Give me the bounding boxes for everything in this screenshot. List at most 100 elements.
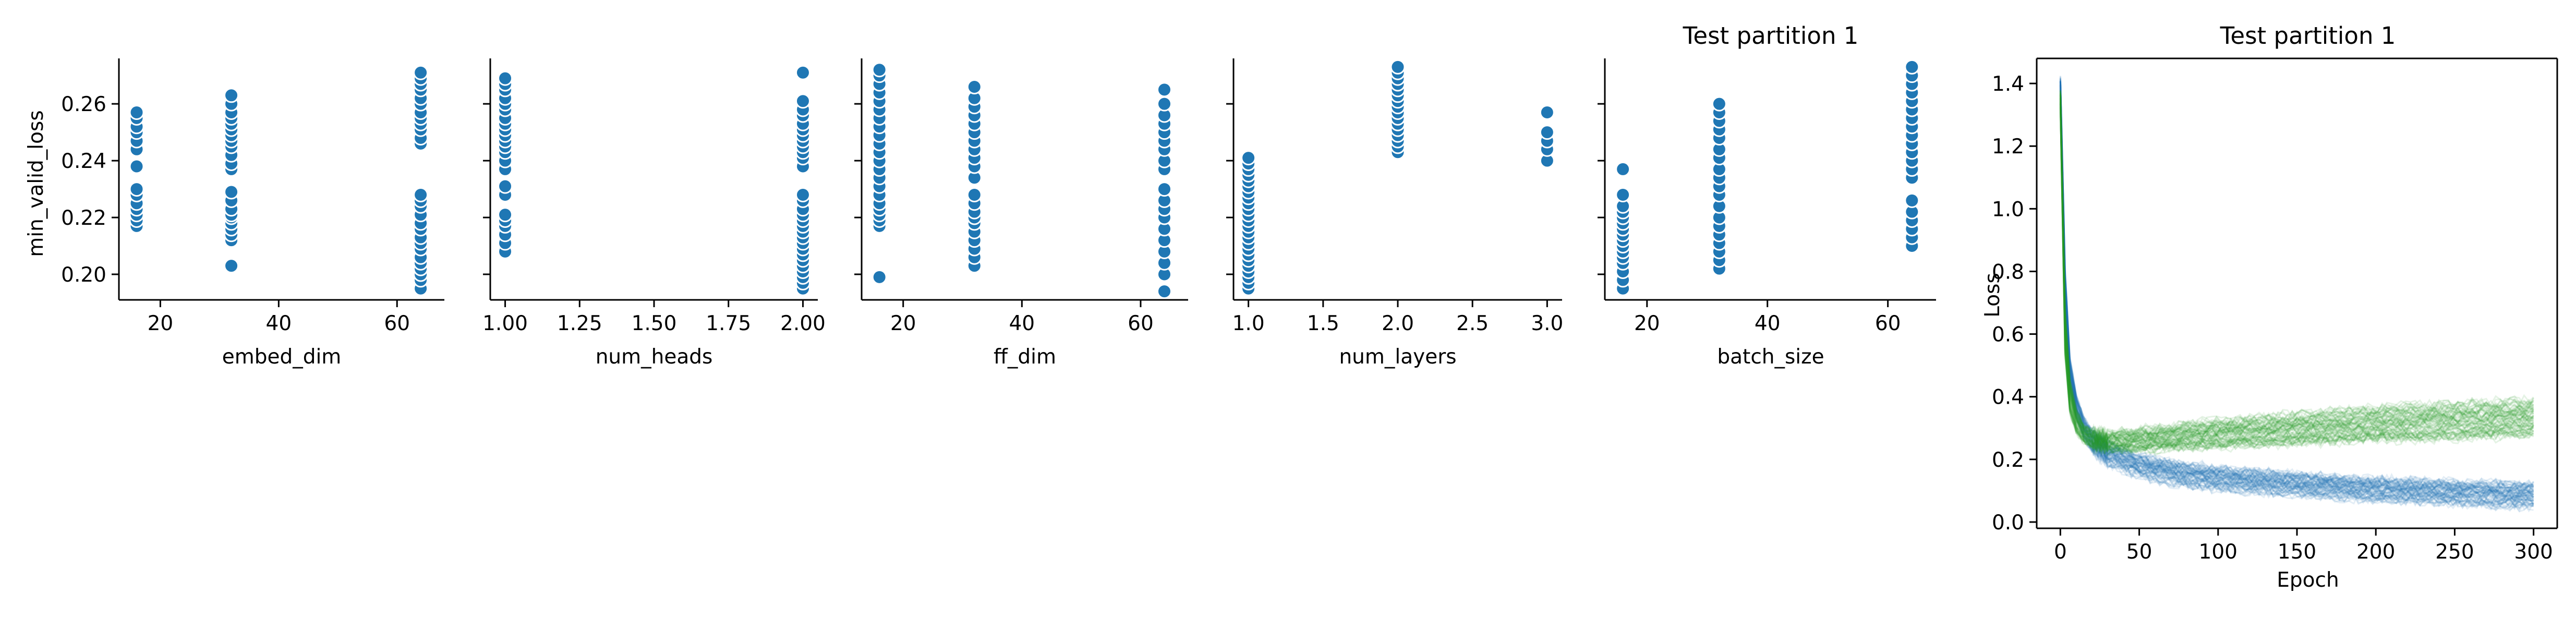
green-loss-run <box>2059 95 2534 443</box>
panel-2: 1.00 1.25 1.50 1.75 2.00 <box>482 58 826 335</box>
blue-loss-run <box>2059 85 2534 508</box>
x-tick-label: 150 <box>2278 540 2316 564</box>
x-tick-label: 300 <box>2514 540 2553 564</box>
green-loss-run <box>2059 99 2534 446</box>
blue-loss-run <box>2059 81 2534 494</box>
scatter-point <box>498 70 513 86</box>
panel-6-title: Test partition 1 <box>2220 22 2396 50</box>
green-loss-run <box>2059 106 2534 452</box>
scatter-point <box>966 187 982 202</box>
panel-3: 20 40 60 <box>854 58 1188 335</box>
green-loss-run <box>2059 104 2534 453</box>
blue-loss-run <box>2059 82 2534 500</box>
blue-loss-run <box>2059 87 2534 507</box>
scatter-point <box>1156 96 1172 112</box>
blue-loss-run <box>2059 81 2534 492</box>
blue-loss-run <box>2059 84 2534 502</box>
green-loss-run <box>2059 102 2534 452</box>
green-loss-run <box>2059 92 2534 442</box>
blue-loss-run <box>2059 79 2534 493</box>
scatter-point <box>1156 284 1172 299</box>
y-tick-label: 0.4 <box>1992 386 2024 409</box>
x-tick-label: 20 <box>1634 312 1660 335</box>
green-loss-run <box>2059 94 2534 440</box>
blue-loss-run <box>2059 78 2534 491</box>
panel-1: 20 40 60 0.20 0.22 0.24 0.26 <box>61 58 444 335</box>
green-loss-run <box>2059 95 2534 445</box>
scatter-point <box>1390 59 1406 75</box>
green-loss-run <box>2059 101 2534 453</box>
x-tick-label: 3.0 <box>1531 312 1563 335</box>
scatter-point <box>795 65 811 80</box>
panel-1-xlabel: embed_dim <box>222 345 342 369</box>
blue-loss-run <box>2059 89 2534 513</box>
green-loss-run <box>2059 107 2534 454</box>
scatter-point <box>966 79 982 94</box>
scatter-point <box>1539 125 1555 140</box>
green-loss-run <box>2059 93 2534 443</box>
panel-6-ylabel: Loss <box>1981 273 2004 318</box>
blue-loss-run <box>2059 87 2534 510</box>
green-loss-run <box>2059 108 2534 456</box>
panel-5-xlabel: batch_size <box>1717 345 1824 369</box>
blue-loss-run <box>2059 85 2534 506</box>
blue-loss-run <box>2059 76 2534 492</box>
blue-loss-run <box>2059 84 2534 503</box>
blue-loss-run <box>2059 86 2534 510</box>
green-loss-run <box>2059 96 2534 445</box>
green-loss-run <box>2059 95 2534 443</box>
y-tick-label: 1.0 <box>1992 198 2024 221</box>
scatter-point <box>1711 96 1727 112</box>
green-loss-run <box>2059 107 2534 455</box>
green-loss-run <box>2059 100 2534 449</box>
blue-loss-run <box>2059 83 2534 501</box>
x-tick-label: 40 <box>1009 312 1035 335</box>
green-loss-run <box>2059 99 2534 448</box>
green-loss-run <box>2059 93 2534 444</box>
green-loss-run <box>2059 102 2534 451</box>
blue-loss-run <box>2059 88 2534 507</box>
green-loss-run <box>2059 93 2534 442</box>
panel-2-xlabel: num_heads <box>596 345 713 369</box>
scatter-point <box>872 269 887 285</box>
blue-loss-run <box>2059 83 2534 495</box>
x-tick-label: 40 <box>266 312 292 335</box>
green-loss-run <box>2059 106 2534 454</box>
blue-loss-run <box>2059 81 2534 493</box>
blue-loss-run <box>2059 84 2534 504</box>
x-tick-label: 2.00 <box>780 312 826 335</box>
green-loss-run <box>2059 98 2534 447</box>
scatter-point <box>413 65 429 80</box>
blue-loss-run <box>2059 82 2534 495</box>
blue-loss-run <box>2059 80 2534 496</box>
blue-loss-run <box>2059 85 2534 499</box>
blue-loss-run <box>2059 84 2534 503</box>
panel-5: 20 40 60 <box>1598 58 1936 335</box>
blue-loss-run <box>2059 81 2534 496</box>
scatter-point <box>795 187 811 202</box>
blue-loss-run <box>2059 81 2534 494</box>
x-tick-label: 1.50 <box>632 312 677 335</box>
x-tick-label: 2.0 <box>1382 312 1414 335</box>
blue-loss-run <box>2059 84 2534 501</box>
x-tick-label: 1.0 <box>1232 312 1265 335</box>
x-tick-label: 20 <box>148 312 174 335</box>
green-loss-run <box>2059 98 2534 448</box>
y-tick-label: 0.24 <box>61 150 106 173</box>
scatter-point <box>1904 59 1920 75</box>
green-loss-run <box>2059 99 2534 447</box>
blue-loss-run <box>2059 79 2534 491</box>
green-loss-run <box>2059 105 2534 454</box>
green-loss-run <box>2059 104 2534 454</box>
green-loss-run <box>2059 102 2534 453</box>
green-loss-run <box>2059 95 2534 444</box>
green-loss-run <box>2059 103 2534 452</box>
x-tick-label: 40 <box>1755 312 1781 335</box>
blue-loss-run <box>2059 86 2534 508</box>
green-loss-run <box>2059 90 2534 439</box>
y-tick-label: 0.6 <box>1992 323 2024 347</box>
blue-loss-run <box>2059 81 2534 494</box>
x-tick-label: 60 <box>1875 312 1901 335</box>
green-loss-run <box>2059 97 2534 445</box>
green-loss-run <box>2059 95 2534 447</box>
